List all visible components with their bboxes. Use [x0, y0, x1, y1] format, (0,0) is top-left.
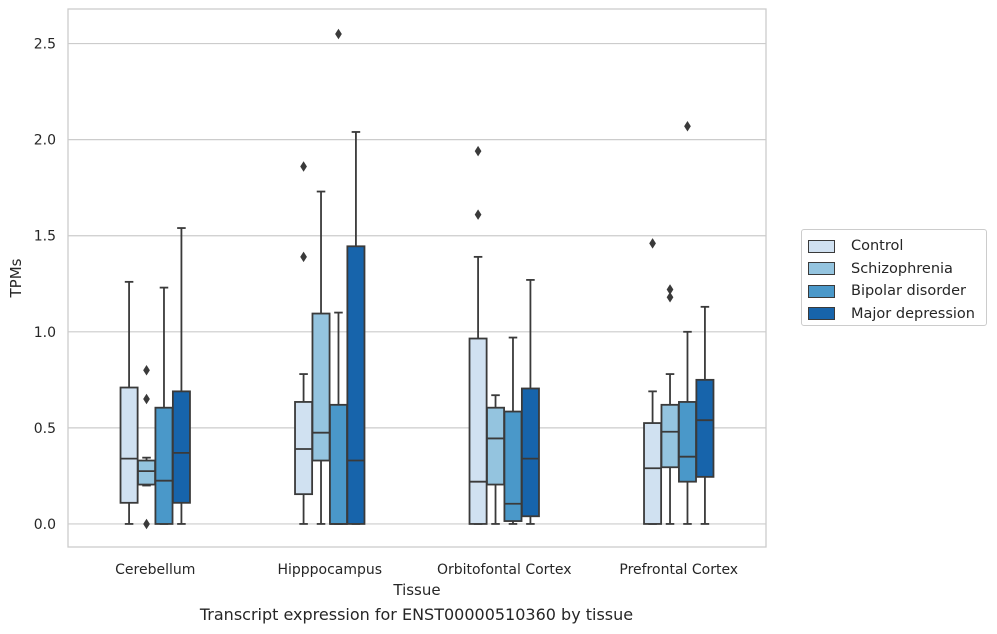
box-body	[329, 403, 348, 525]
outlier-point	[474, 145, 482, 157]
box-body	[137, 459, 156, 486]
box-body	[468, 337, 488, 525]
box-bipolar-disorder	[678, 120, 697, 525]
box-body	[119, 386, 139, 504]
box-schizophrenia	[311, 190, 331, 525]
y-tick-label: 2.5	[34, 37, 56, 53]
box-major-depression	[695, 305, 715, 525]
box-control	[643, 238, 663, 525]
legend-item-schizophrenia: Schizophrenia	[808, 258, 986, 281]
box-schizophrenia	[137, 364, 156, 530]
y-tick-label: 0.0	[34, 517, 56, 533]
legend-label-schizophrenia: Schizophrenia	[851, 260, 953, 277]
chart-caption: Transcript expression for ENST0000051036…	[199, 605, 634, 624]
y-tick-label: 1.0	[34, 325, 56, 341]
outlier-point	[143, 518, 150, 530]
legend-label-control: Control	[851, 238, 904, 255]
tick-labels: 0.0 0.5 1.0 1.5 2.0 2.5 Cerebellum Hipppocampus…	[34, 37, 738, 578]
box-body	[695, 378, 715, 478]
boxes	[119, 28, 715, 530]
legend-label-major-depression: Major depression	[851, 305, 975, 322]
y-tick-label: 2.0	[34, 133, 56, 149]
outlier-point	[649, 238, 656, 249]
box-bipolar-disorder	[503, 336, 523, 525]
y-tick-label: 0.5	[34, 421, 56, 437]
legend-item-control: Control	[808, 235, 986, 258]
box-control	[119, 280, 139, 525]
x-tick-label: Orbitofontal Cortex	[437, 562, 572, 578]
legend-label-bipolar-disorder: Bipolar disorder	[851, 283, 966, 300]
box-bipolar-disorder	[329, 28, 348, 525]
box-control	[468, 145, 488, 525]
box-body	[171, 390, 191, 504]
outlier-point	[474, 209, 482, 220]
box-body	[311, 312, 331, 462]
y-axis-label: TPMs	[7, 258, 25, 298]
plot-frame	[67, 8, 767, 548]
box-bipolar-disorder	[154, 286, 174, 525]
box-schizophrenia	[660, 284, 680, 525]
legend-item-major-depression: Major depression	[808, 303, 986, 326]
outlier-point	[300, 251, 307, 263]
box-major-depression	[520, 279, 540, 525]
box-body	[643, 422, 663, 525]
box-schizophrenia	[486, 394, 505, 525]
outlier-point	[335, 28, 342, 40]
box-body	[154, 406, 174, 525]
outlier-point	[684, 120, 691, 132]
box-body	[520, 387, 540, 518]
y-tick-label: 1.5	[34, 229, 56, 245]
outlier-point	[666, 291, 674, 303]
legend: Control Schizophrenia Bipolar disorder M…	[801, 229, 987, 326]
box-body	[486, 406, 505, 486]
legend-swatch-major-depression	[808, 307, 835, 321]
box-body	[294, 401, 314, 496]
legend-swatch-control	[808, 239, 835, 253]
box-major-depression	[171, 227, 191, 525]
x-axis-label: Tissue	[392, 581, 440, 599]
x-tick-label: Prefrontal Cortex	[619, 562, 738, 578]
box-body	[678, 401, 697, 483]
box-body	[660, 403, 680, 469]
x-tick-label: Cerebellum	[115, 562, 195, 578]
legend-swatch-schizophrenia	[808, 262, 835, 276]
outlier-point	[143, 364, 150, 376]
legend-item-bipolar-disorder: Bipolar disorder	[808, 280, 986, 303]
x-tick-label: Hipppocampus	[277, 562, 382, 578]
legend-swatch-bipolar-disorder	[808, 284, 835, 298]
outlier-point	[666, 284, 674, 295]
outlier-point	[143, 393, 150, 405]
box-body	[346, 245, 366, 525]
box-control	[294, 161, 314, 525]
box-major-depression	[346, 131, 366, 525]
outlier-point	[300, 161, 307, 172]
